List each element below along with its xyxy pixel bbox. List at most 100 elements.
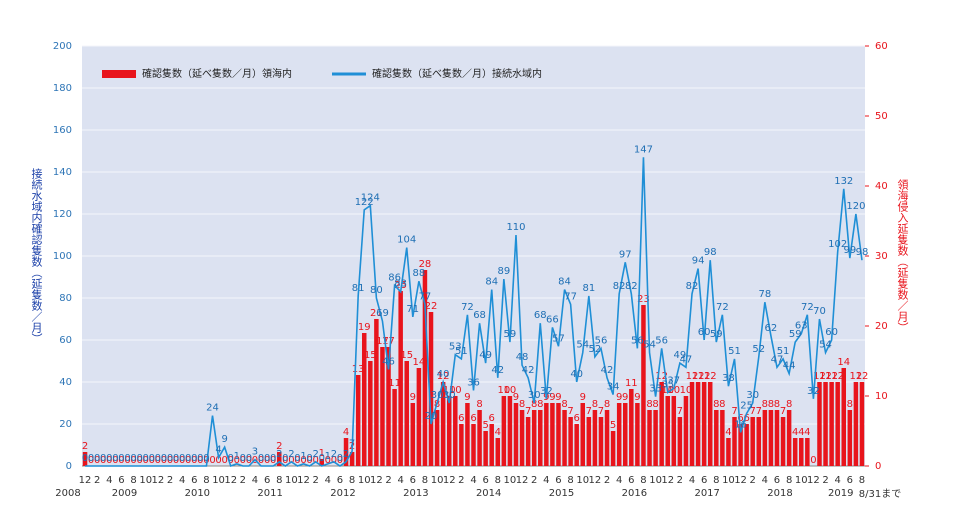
bar-value-label: 12 [825, 371, 838, 382]
bar [574, 424, 579, 466]
bar-value-label: 6 [743, 413, 749, 424]
bar [489, 424, 494, 466]
year-label: 2010 [185, 488, 210, 499]
bar-value-label: 4 [804, 427, 810, 438]
bar-value-label: 8 [774, 399, 780, 410]
x-tick-label: 8 [640, 475, 646, 486]
line-value-label: 2 [343, 449, 349, 460]
bar-value-label: 0 [300, 455, 306, 466]
bar [355, 375, 361, 466]
line-value-label: 98 [704, 247, 717, 258]
year-label: 2013 [403, 488, 428, 499]
bar [568, 417, 573, 466]
bar-value-label: 8 [561, 399, 567, 410]
line-value-label: 52 [589, 344, 602, 355]
line-value-label: 0 [118, 453, 124, 464]
bar-value-label: 8 [519, 399, 525, 410]
line-value-label: 7 [349, 438, 355, 449]
line-value-label: 49 [479, 350, 492, 361]
line-value-label: 71 [406, 304, 419, 315]
line-value-label: 34 [607, 382, 620, 393]
bar [453, 396, 458, 466]
y-tick-label: 140 [53, 167, 72, 178]
bar-value-label: 14 [837, 357, 850, 368]
bar-value-label: 7 [750, 406, 756, 417]
bar-value-label: 10 [449, 385, 462, 396]
line-value-label: 33 [649, 384, 662, 395]
year-label: 2009 [112, 488, 137, 499]
y2-tick-label: 20 [875, 321, 888, 332]
line-value-label: 9 [221, 434, 227, 445]
bar-value-label: 9 [616, 392, 622, 403]
bar [477, 410, 482, 466]
bar-value-label: 8 [604, 399, 610, 410]
bar [459, 424, 464, 466]
bar-value-label: 12 [686, 371, 699, 382]
bar-value-label: 11 [388, 378, 401, 389]
bar [592, 410, 598, 466]
x-tick-label: 10 [139, 475, 152, 486]
x-tick-label: 10 [212, 475, 225, 486]
bar-value-label: 0 [197, 455, 203, 466]
bar [823, 382, 828, 466]
bar-value-label: 0 [100, 455, 106, 466]
bar-value-label: 1 [319, 448, 325, 459]
y-tick-label: 120 [53, 209, 72, 220]
bar-value-label: 8 [592, 399, 598, 410]
bar-value-label: 12 [850, 371, 863, 382]
bar-value-label: 9 [555, 392, 561, 403]
bar [635, 403, 640, 466]
bar-value-label: 0 [264, 455, 270, 466]
bar [471, 424, 476, 466]
line-value-label: 52 [752, 344, 765, 355]
x-tick-label: 10 [504, 475, 517, 486]
line-value-label: 0 [136, 453, 142, 464]
bar [659, 382, 664, 466]
line-value-label: 53 [449, 342, 462, 353]
bar [82, 452, 88, 466]
bar-value-label: 0 [288, 455, 294, 466]
line-value-label: 30 [528, 390, 541, 401]
legend-label: 確認隻数（延べ隻数／月）接続水域内 [372, 67, 542, 80]
bar-value-label: 12 [813, 371, 826, 382]
line-value-label: 68 [473, 310, 486, 321]
line-value-label: 102 [828, 239, 847, 250]
x-tick-label: 2 [312, 475, 318, 486]
x-tick-label: 6 [410, 475, 416, 486]
line-value-label: 97 [619, 249, 632, 260]
line-value-label: 49 [674, 350, 687, 361]
x-tick-label: 12 [297, 475, 310, 486]
y2-tick-label: 0 [875, 461, 881, 472]
bar-value-label: 12 [698, 371, 711, 382]
line-value-label: 0 [191, 453, 197, 464]
y-tick-label: 40 [59, 377, 72, 388]
bar [507, 396, 513, 466]
y-tick-label: 0 [66, 461, 72, 472]
bar [799, 438, 804, 466]
bar-value-label: 0 [191, 455, 197, 466]
bar-value-label: 7 [525, 406, 531, 417]
x-tick-label: 10 [722, 475, 735, 486]
x-tick-label: 6 [264, 475, 270, 486]
line-value-label: 62 [765, 323, 778, 334]
y-tick-label: 60 [59, 335, 72, 346]
bar [859, 382, 865, 466]
bar [446, 396, 452, 466]
x-tick-label: 12 [79, 475, 92, 486]
bar [762, 410, 768, 466]
bar-value-label: 0 [94, 455, 100, 466]
bar-value-label: 7 [756, 406, 762, 417]
bar-value-label: 4 [495, 427, 501, 438]
bar [495, 438, 501, 466]
y2-tick-label: 10 [875, 391, 888, 402]
line-value-label: 0 [264, 453, 270, 464]
line-value-label: 0 [161, 453, 167, 464]
bar [483, 431, 488, 466]
bar-value-label: 10 [667, 385, 680, 396]
bar-value-label: 8 [652, 399, 658, 410]
line-value-label: 72 [716, 302, 729, 313]
bar-value-label: 2 [276, 441, 282, 452]
line-value-label: 54 [819, 340, 832, 351]
bar [853, 382, 859, 466]
line-value-label: 40 [570, 369, 583, 380]
